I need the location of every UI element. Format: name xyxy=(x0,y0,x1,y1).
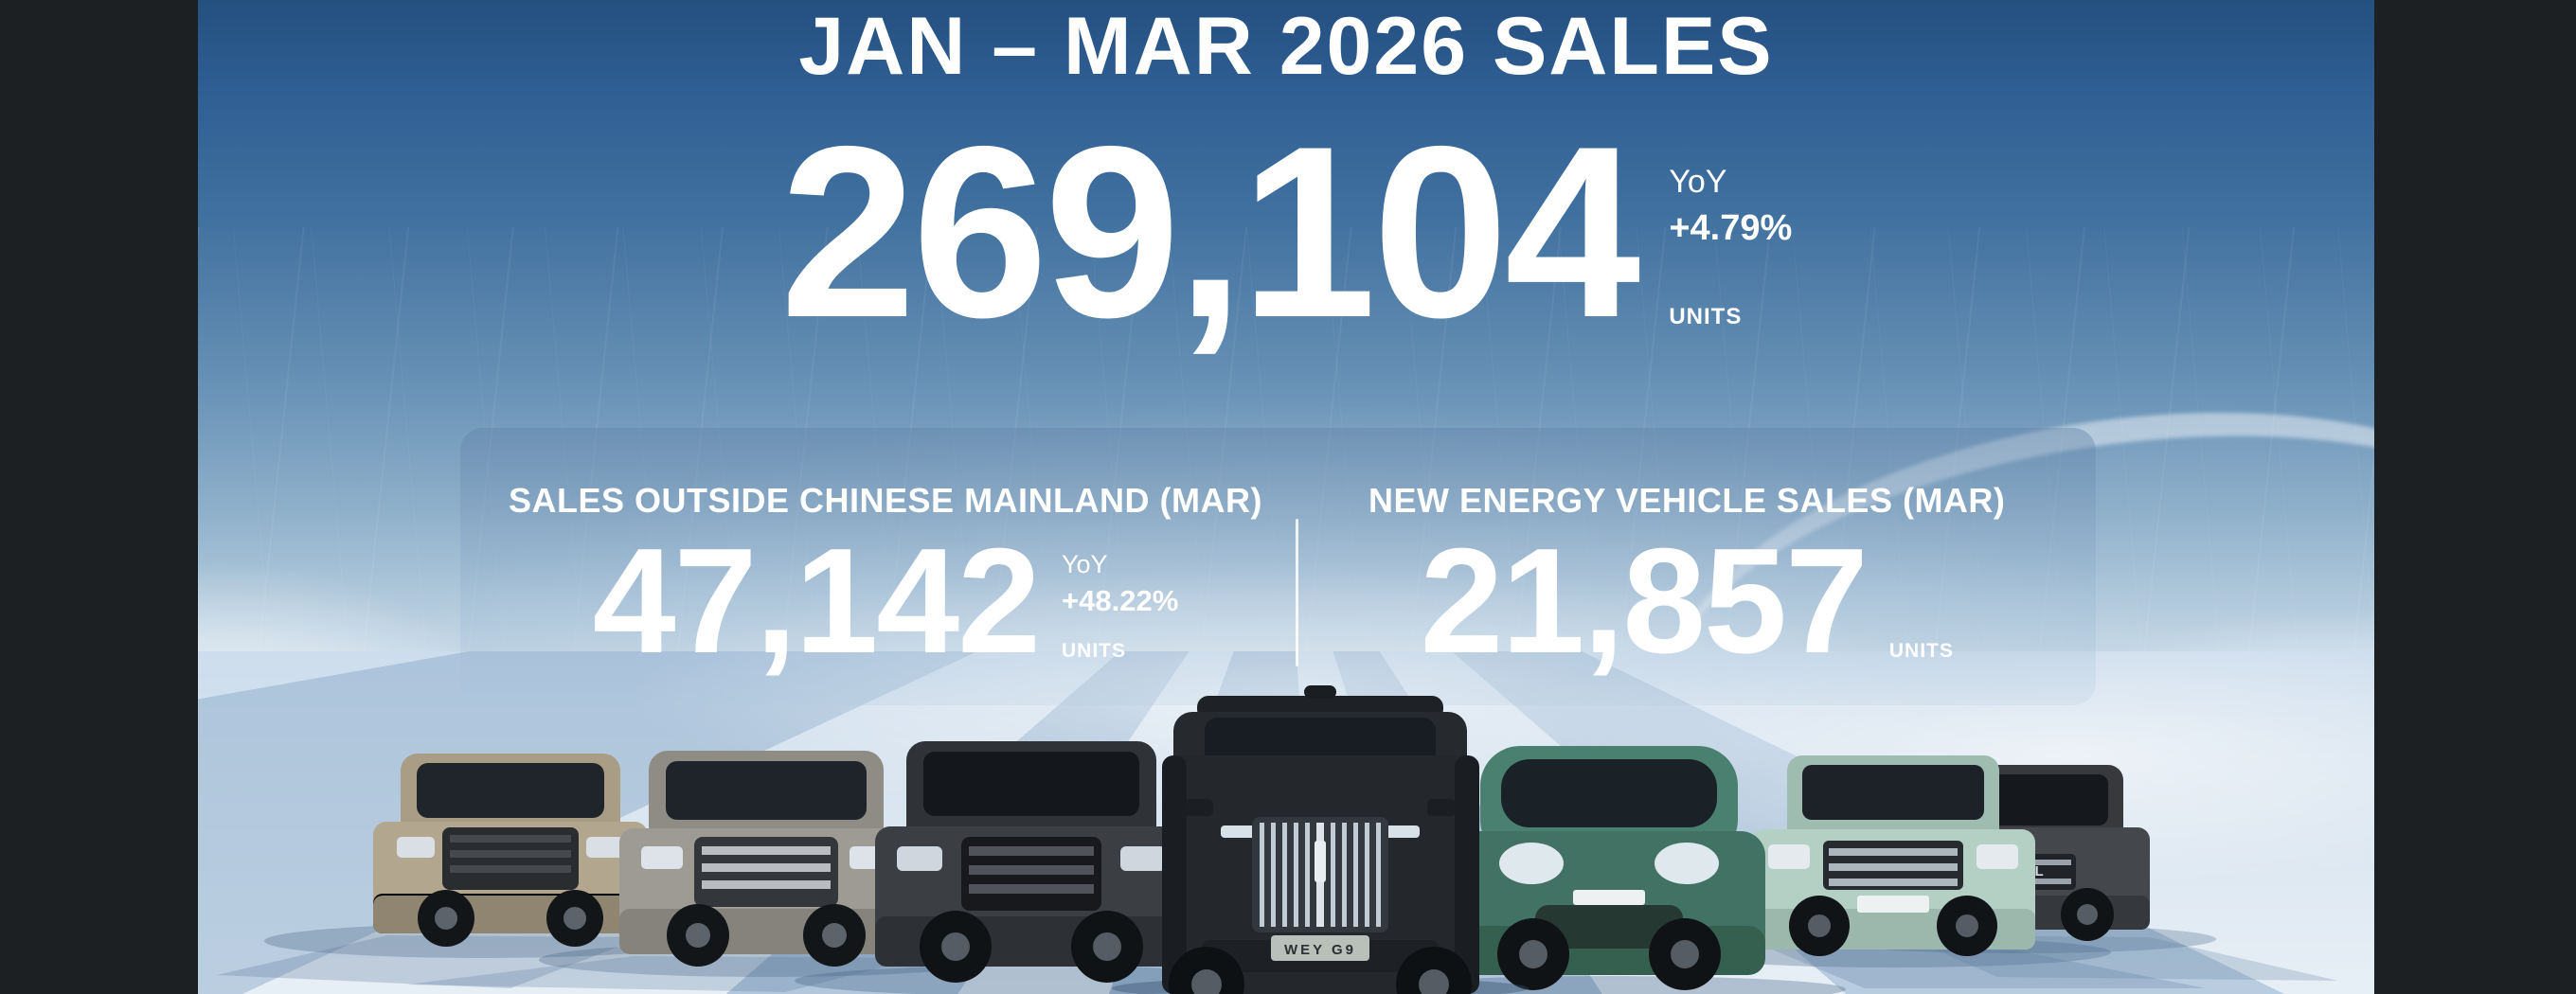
stat-outside-mainland-meta: YoY +48.22% UNITS xyxy=(1062,534,1178,668)
stat-outside-mainland-label: SALES OUTSIDE CHINESE MAINLAND (MAR) xyxy=(509,481,1263,520)
vehicle-offroad-suv xyxy=(875,741,1188,983)
total-sales-value: 269,104 xyxy=(779,95,1641,368)
stat-new-energy-row: 21,857 UNITS xyxy=(1420,518,1954,684)
stat-outside-mainland-value: 47,142 xyxy=(592,518,1041,684)
stats-panel: SALES OUTSIDE CHINESE MAINLAND (MAR) 47,… xyxy=(460,428,2096,705)
stat-new-energy-value: 21,857 xyxy=(1420,518,1869,684)
stat-outside-mainland-units: UNITS xyxy=(1062,640,1127,663)
stat-new-energy-label: NEW ENERGY VEHICLE SALES (MAR) xyxy=(1368,481,2006,520)
shadow xyxy=(795,966,1268,994)
vehicle-full-size-suv xyxy=(619,751,913,967)
total-units-label: UNITS xyxy=(1669,304,1743,330)
stat-new-energy-meta: UNITS xyxy=(1889,534,1954,668)
stat-outside-mainland-yoy-value: +48.22% xyxy=(1062,584,1179,618)
vehicle-pickup-truck xyxy=(373,754,648,947)
panel-divider xyxy=(1296,519,1299,666)
stat-outside-mainland: SALES OUTSIDE CHINESE MAINLAND (MAR) 47,… xyxy=(493,481,1279,684)
stat-new-energy: NEW ENERGY VEHICLE SALES (MAR) 21,857 UN… xyxy=(1311,481,2063,684)
shadow-wedge xyxy=(406,956,918,992)
viewer-right-bar xyxy=(2374,0,2576,994)
total-yoy-label: YoY xyxy=(1669,164,1727,200)
poster-title: JAN – MAR 2026 SALES xyxy=(798,1,1774,92)
stat-outside-mainland-row: 47,142 YoY +48.22% UNITS xyxy=(592,518,1179,684)
mpv-plate: WEY G9 xyxy=(1284,942,1356,958)
vehicle-boxy-suv-mint xyxy=(1751,755,2035,956)
total-yoy-value: +4.79% xyxy=(1669,207,1793,248)
stat-outside-mainland-yoy-label: YoY xyxy=(1062,550,1108,578)
total-sales-meta: YoY +4.79% UNITS xyxy=(1669,119,1792,344)
stat-new-energy-units: UNITS xyxy=(1888,640,1954,663)
shadow xyxy=(1372,976,1846,994)
viewer-left-bar xyxy=(0,0,198,994)
vehicle-luxury-mpv: WEY G9 xyxy=(1112,685,1529,994)
total-sales-stat: 269,104 YoY +4.79% UNITS xyxy=(198,95,2374,368)
shadow-wedge xyxy=(217,935,643,988)
shadow-wedge xyxy=(1770,949,2206,988)
vehicle-lineup: HAVAL xyxy=(217,685,2338,994)
sales-poster: JAN – MAR 2026 SALES 269,104 YoY +4.79% … xyxy=(198,0,2374,994)
vehicle-compact-crossover xyxy=(1453,746,1765,990)
